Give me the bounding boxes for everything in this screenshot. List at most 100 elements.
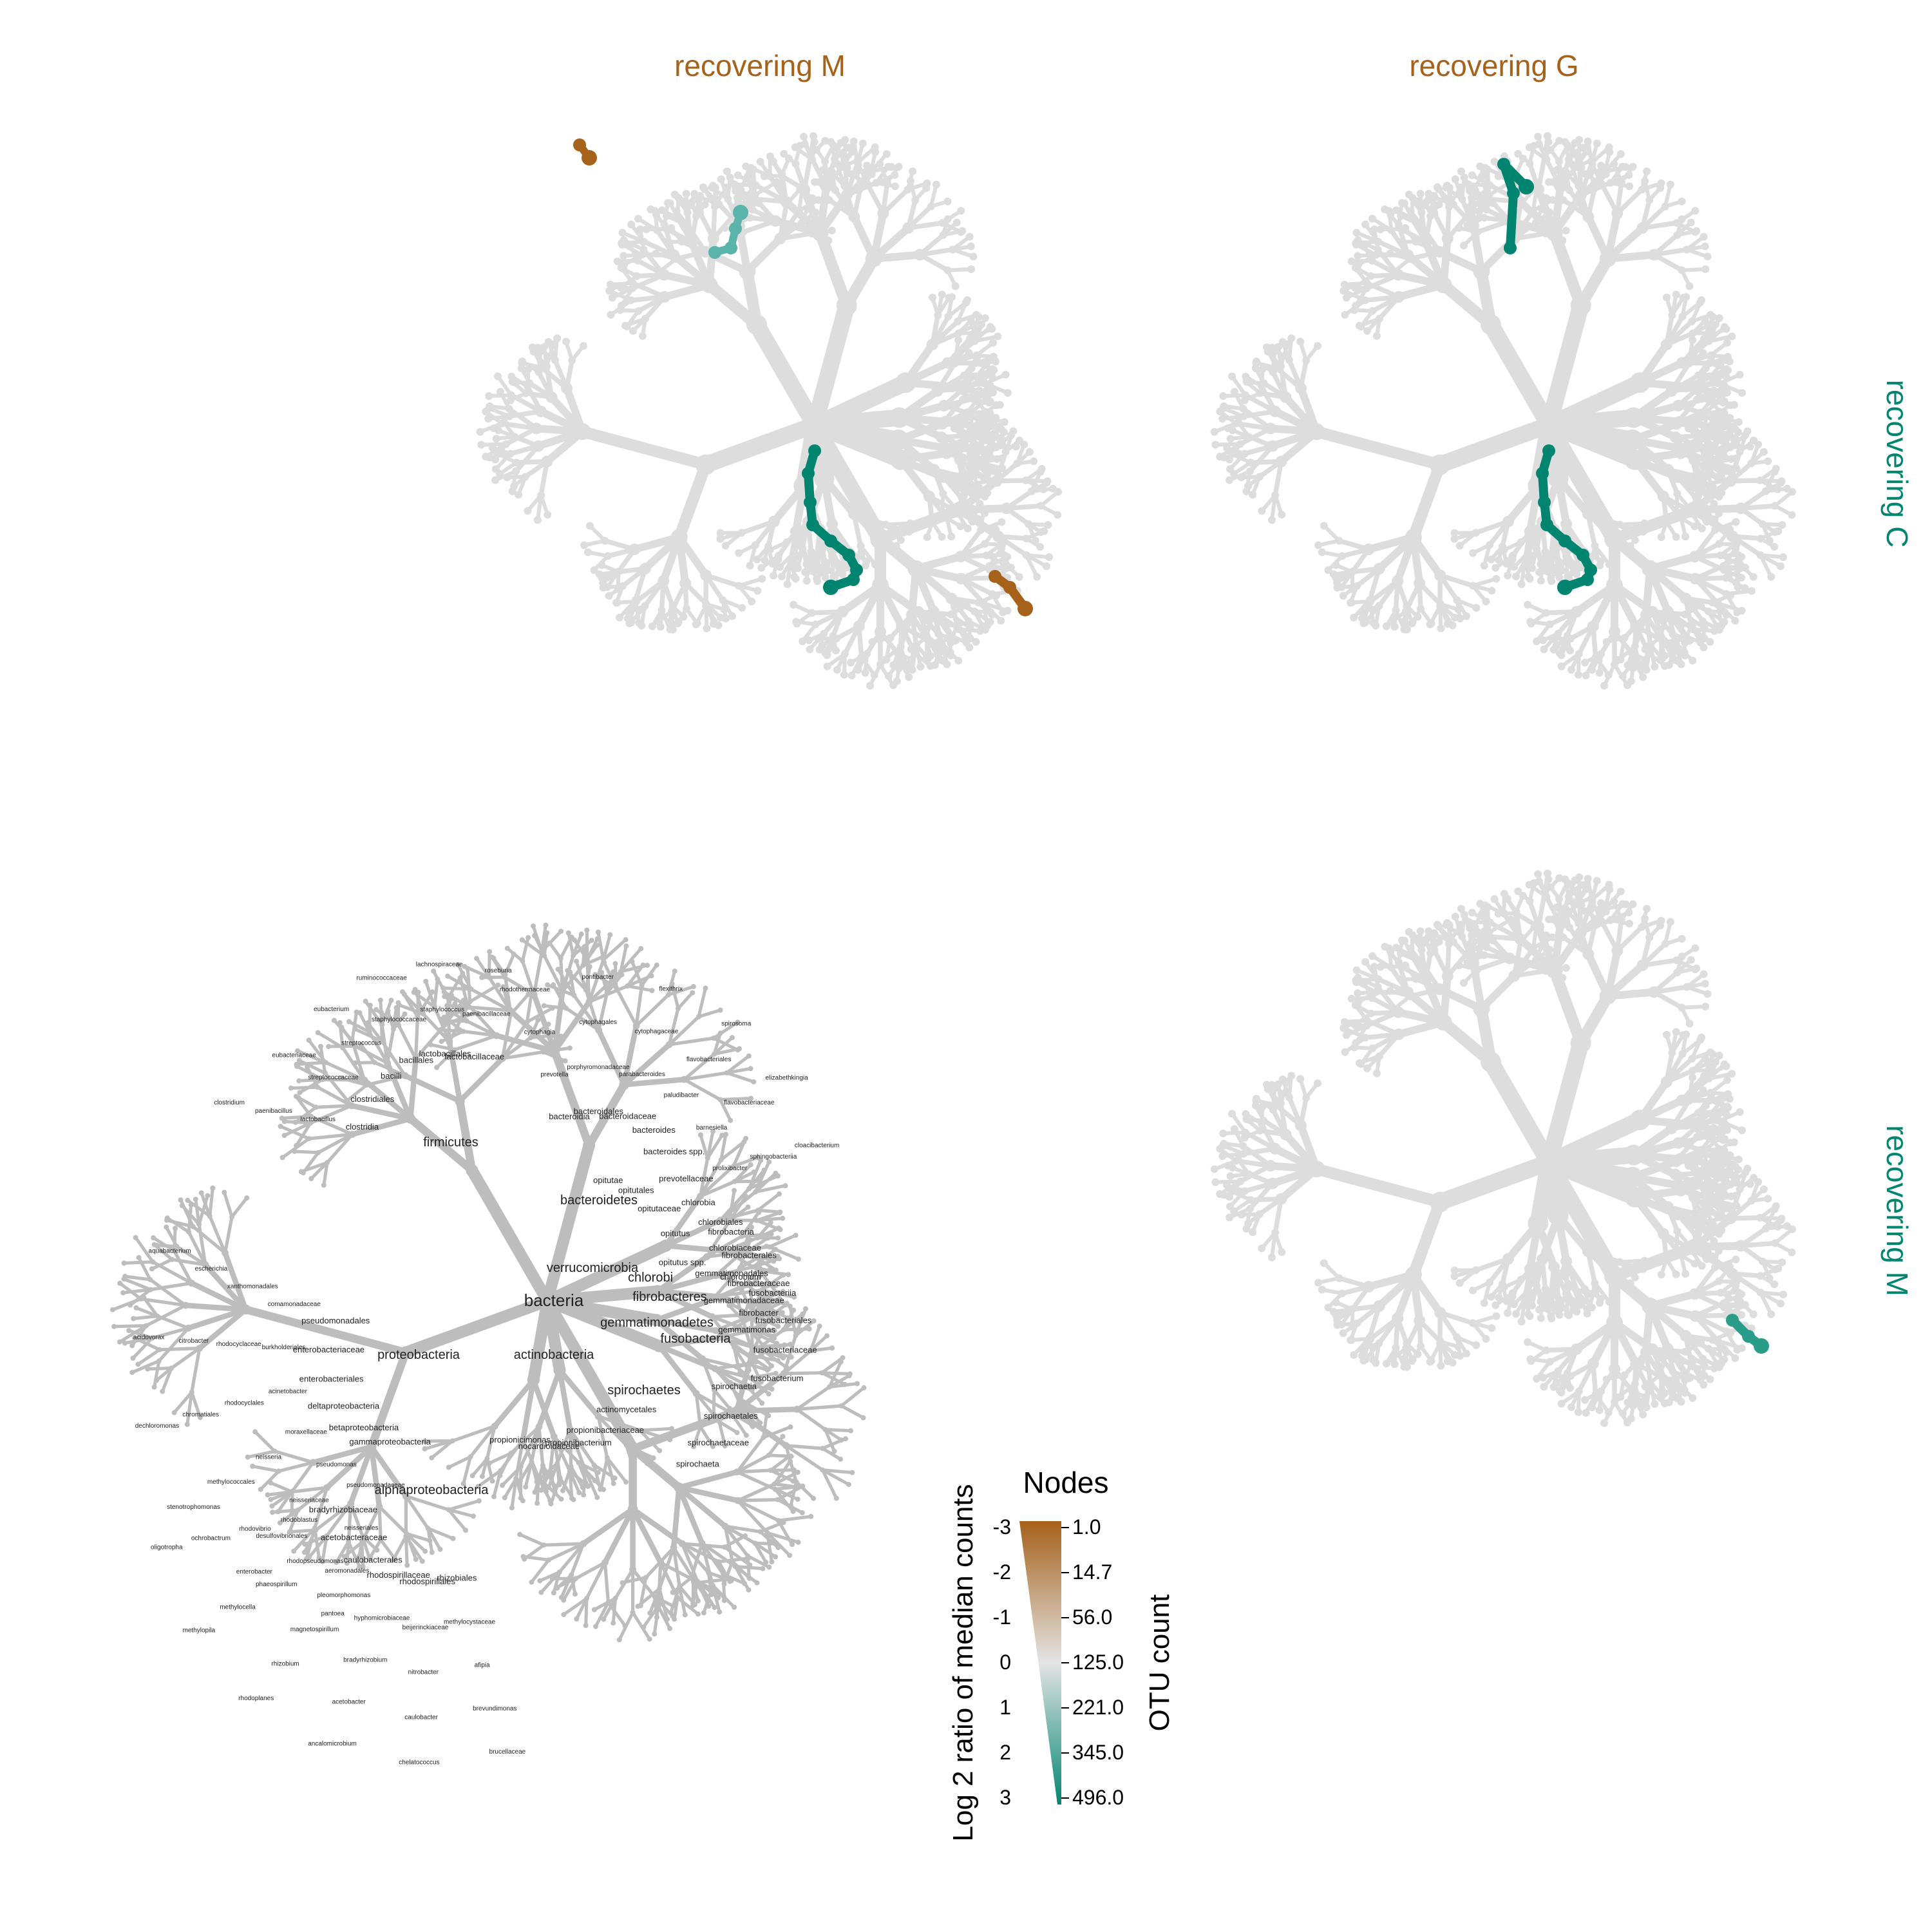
tree-tl-node — [818, 546, 826, 554]
tree-br-node — [1492, 1301, 1500, 1309]
tree-tl-node — [998, 454, 1006, 462]
tree-tl-node — [936, 418, 948, 430]
tree-br-node — [1226, 1172, 1235, 1180]
tree-br-node — [1495, 1293, 1503, 1302]
tree-br-node — [1587, 1358, 1599, 1370]
tree-tr-node — [1706, 638, 1714, 646]
tree-tr-node — [1735, 502, 1747, 515]
tree-br-node — [1453, 1333, 1461, 1341]
tree-tl-node — [529, 348, 538, 356]
tree-br-node — [1534, 870, 1542, 878]
tree-tr-node — [1546, 208, 1554, 216]
tree-tl-node — [946, 631, 954, 639]
tree-br-node — [1610, 897, 1618, 905]
tree-br-node — [1672, 956, 1681, 965]
tree-tr-node — [1271, 347, 1279, 355]
tree-tr-node — [1338, 552, 1347, 560]
tree-tl-node — [896, 620, 908, 632]
tree-br-node — [1764, 1195, 1772, 1203]
tree-tl-node — [857, 542, 865, 550]
tree-tr-node — [1549, 178, 1557, 186]
tree-tr-node — [1397, 238, 1405, 246]
tree-br-node — [1480, 1299, 1488, 1307]
tree-tr-node — [1473, 193, 1482, 201]
tree-tr-node — [1571, 606, 1582, 618]
tree-tl-node — [978, 418, 987, 426]
tree-tl-node — [954, 329, 963, 337]
tree-tl-node — [803, 205, 811, 213]
tree-tr-node — [1347, 598, 1356, 607]
tree-tr-node — [1453, 596, 1461, 604]
tree-tr-node — [1689, 656, 1697, 665]
tree-br-node — [1436, 1340, 1444, 1348]
tree-tl-node — [995, 434, 1003, 442]
tree-tr-node — [1296, 337, 1305, 346]
tree-br-node — [1687, 1359, 1695, 1367]
tree-tr-node — [1324, 566, 1332, 574]
tree-tr-node — [1700, 634, 1708, 642]
tree-tl-node — [683, 209, 692, 217]
tree-br-node — [1347, 994, 1356, 1003]
tree-tl-node — [896, 642, 905, 650]
tree-tr-node — [1220, 402, 1228, 410]
tree-br-node — [1403, 1363, 1411, 1371]
tree-tl-node — [536, 347, 545, 355]
tree-tl-node — [942, 357, 954, 369]
tree-tr-node — [1454, 605, 1463, 614]
tree-tl-node — [857, 184, 865, 193]
tree-tl-node — [1037, 502, 1045, 510]
tree-tr-node — [1562, 227, 1570, 234]
tree-tr-node — [1414, 577, 1426, 589]
tree-br-node — [1548, 1205, 1569, 1226]
tree-tl-node — [1043, 477, 1052, 486]
tree-br-node — [1699, 1086, 1707, 1094]
tree-br-node — [1604, 1408, 1613, 1417]
tree-tr-node — [1539, 636, 1548, 645]
tree-tr-node — [1528, 564, 1536, 573]
tree-br-node — [1685, 1221, 1694, 1229]
tree-br-node — [1459, 979, 1468, 987]
tree-br-node — [1622, 1166, 1643, 1188]
tree-tl-node — [983, 431, 991, 440]
tree-tr-node — [1555, 573, 1564, 582]
tree-tr-node — [1414, 612, 1422, 621]
tree-br-node — [1606, 916, 1615, 924]
tree-br-node — [1689, 1194, 1696, 1202]
tree-br-node — [1267, 1253, 1276, 1262]
tree-tr-node — [1417, 605, 1425, 613]
tree-br-node — [1533, 1374, 1541, 1383]
tree-tr-node — [1479, 169, 1488, 177]
tree-tl-node — [1015, 573, 1023, 581]
tree-tr-node — [1275, 455, 1287, 468]
tree-br-node — [1246, 1204, 1255, 1213]
tree-br-node — [1661, 940, 1669, 948]
tree-tr-node — [1711, 320, 1719, 328]
tree-br-node — [1382, 1359, 1390, 1368]
tree-br-edge — [1482, 1054, 1557, 1171]
tree-tr-node — [1426, 620, 1434, 629]
tree-br-node — [1677, 1397, 1685, 1406]
tree-tl-node — [863, 650, 871, 658]
tree-tl-node — [598, 561, 606, 569]
tree-tl-node — [969, 252, 978, 261]
tree-tr-node — [1255, 473, 1264, 481]
tree-br-node — [1354, 989, 1362, 998]
tree-br-node — [1258, 1103, 1267, 1111]
tree-tr-node — [1554, 630, 1562, 638]
tree-tr-node — [1218, 415, 1227, 423]
tree-tl-node — [981, 314, 989, 322]
tree-tl-node — [663, 212, 671, 220]
tree-tr-node — [1320, 522, 1328, 530]
tree-br-node — [1697, 1339, 1705, 1347]
tree-tr-node — [1449, 200, 1457, 209]
tree-br-node — [1400, 1355, 1408, 1363]
tree-br-node — [1708, 1135, 1716, 1144]
tree-tr-node — [1703, 444, 1711, 452]
tree-br-node — [1361, 958, 1370, 966]
tree-tr-node — [1783, 484, 1791, 493]
tree-tl-node — [776, 563, 784, 571]
tree-br-node — [1700, 1361, 1709, 1370]
tree-tr-node — [1566, 634, 1575, 643]
tree-tl-node — [802, 576, 811, 585]
tree-tr-node — [1665, 385, 1678, 397]
